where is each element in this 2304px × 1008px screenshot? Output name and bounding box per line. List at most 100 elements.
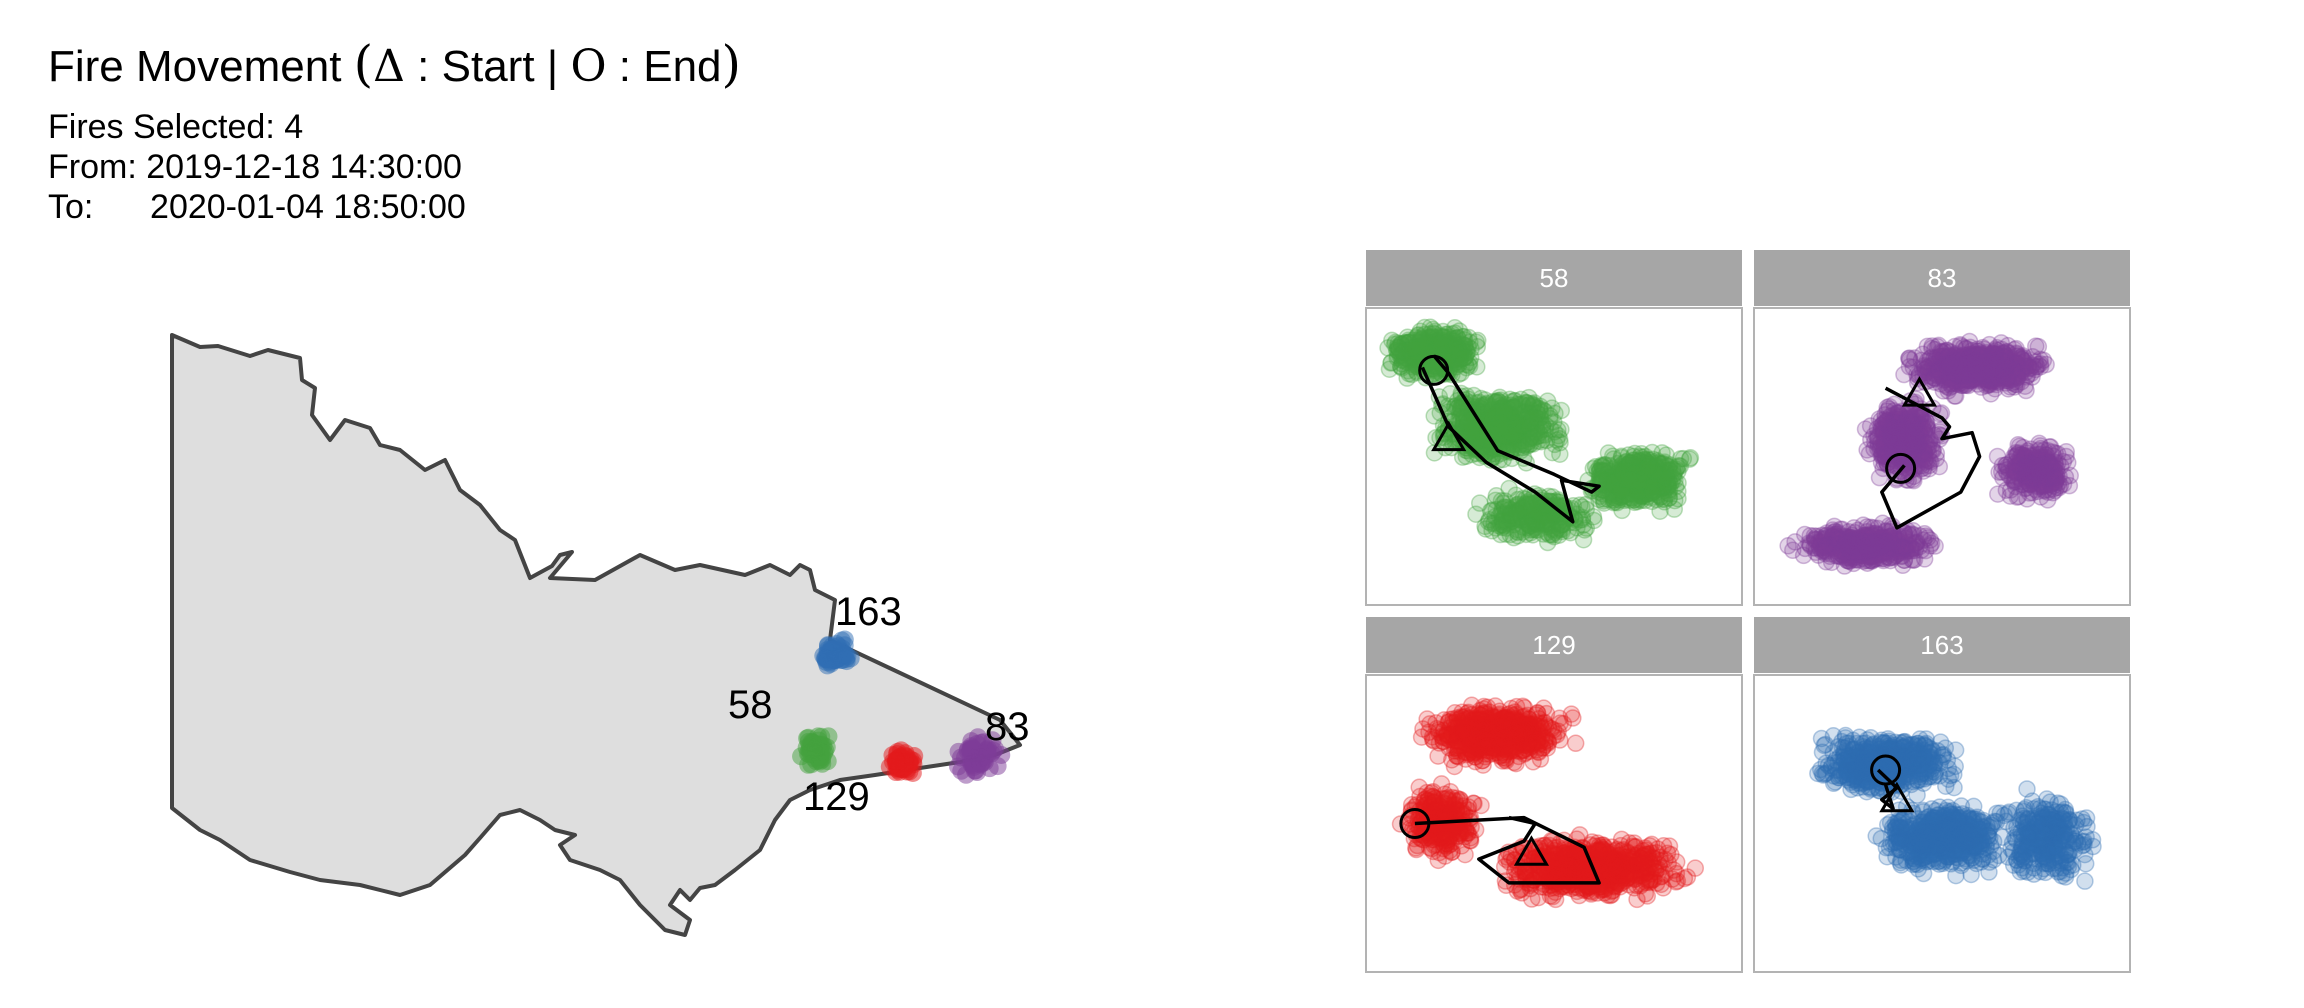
facet-point bbox=[1453, 327, 1472, 346]
facet-point bbox=[1519, 423, 1538, 442]
fires-selected-label: Fires Selected: bbox=[48, 108, 275, 146]
facet-point bbox=[1445, 397, 1464, 416]
facet-point bbox=[1443, 345, 1462, 363]
facet-point bbox=[1534, 420, 1552, 439]
facet-point bbox=[1393, 351, 1411, 369]
facet-point bbox=[1521, 417, 1540, 436]
facet-point bbox=[1416, 334, 1435, 352]
facet-panel-129: 129 bbox=[1365, 617, 1743, 973]
facet-point bbox=[1410, 342, 1429, 360]
facet-point bbox=[1467, 427, 1486, 446]
facet-point bbox=[1431, 331, 1449, 349]
facet-point bbox=[1517, 394, 1536, 412]
facet-point bbox=[1502, 421, 1521, 440]
facet-point bbox=[1503, 411, 1521, 429]
facet-point bbox=[1513, 431, 1531, 450]
facet-point bbox=[1521, 428, 1540, 447]
facet-point bbox=[1404, 342, 1423, 360]
facet-point bbox=[1407, 341, 1426, 359]
facet-point bbox=[1440, 338, 1458, 356]
facet-point bbox=[1536, 426, 1554, 444]
facet-point bbox=[1475, 438, 1493, 456]
facet-point bbox=[1446, 346, 1464, 364]
facet-point bbox=[1538, 392, 1557, 410]
facet-point bbox=[1382, 354, 1400, 372]
facet-point bbox=[1541, 420, 1560, 438]
map-fire-clusters bbox=[792, 630, 1011, 784]
facet-point bbox=[1405, 341, 1424, 360]
facet-point bbox=[1501, 405, 1520, 424]
facet-point bbox=[1512, 421, 1530, 440]
facet-point bbox=[1501, 390, 1519, 409]
facet-point bbox=[1388, 341, 1407, 360]
facet-point bbox=[1492, 399, 1510, 418]
facet-point bbox=[1490, 412, 1508, 430]
facet-point bbox=[1537, 431, 1556, 450]
facet-point bbox=[1484, 417, 1503, 436]
facet-point bbox=[1486, 407, 1504, 425]
facet-point bbox=[1396, 348, 1414, 367]
chart-header: Fire Movement (Δ : Start | O : End) Fire… bbox=[48, 34, 741, 227]
facet-point bbox=[1492, 412, 1510, 430]
facet-point bbox=[1449, 398, 1468, 417]
facet-point bbox=[1486, 408, 1505, 426]
facet-point bbox=[1438, 336, 1456, 355]
facet-point bbox=[1457, 447, 1475, 466]
facet-point bbox=[1411, 331, 1430, 350]
facet-point bbox=[1490, 423, 1508, 442]
facet-point bbox=[1427, 364, 1445, 382]
facet-point bbox=[1494, 420, 1512, 438]
facet-point bbox=[1457, 415, 1476, 433]
facet-point bbox=[1502, 393, 1521, 411]
facet-point bbox=[1427, 362, 1445, 380]
facet-point bbox=[1409, 326, 1427, 345]
facet-point bbox=[1486, 407, 1504, 425]
facet-point bbox=[1477, 439, 1495, 458]
facet-point bbox=[1408, 341, 1426, 359]
facet-point bbox=[1523, 409, 1542, 427]
facet-point bbox=[1447, 350, 1465, 369]
facet-point bbox=[1528, 422, 1546, 441]
facet-point bbox=[1393, 359, 1411, 377]
facet-point bbox=[1507, 415, 1525, 433]
facet-point bbox=[1454, 349, 1473, 367]
title-separator: | bbox=[546, 42, 559, 91]
facet-point bbox=[1476, 395, 1495, 414]
facet-point bbox=[1505, 428, 1523, 446]
facet-point bbox=[1488, 391, 1507, 410]
facet-point bbox=[1400, 342, 1418, 360]
facet-point bbox=[1501, 425, 1519, 444]
facet-point bbox=[1865, 544, 1884, 563]
facet-point bbox=[1417, 335, 1435, 353]
facet-point bbox=[1476, 391, 1494, 409]
title-end-label: End bbox=[643, 42, 722, 91]
facet-point bbox=[1497, 425, 1516, 444]
facet-point bbox=[1525, 413, 1543, 431]
facet-point bbox=[1503, 398, 1521, 417]
facet-point bbox=[1459, 328, 1478, 347]
facet-point bbox=[1424, 360, 1443, 378]
facet-point bbox=[1522, 404, 1540, 422]
facet-point bbox=[1451, 350, 1469, 369]
facet-point bbox=[1998, 464, 2017, 483]
facet-point bbox=[1530, 399, 1549, 418]
facet-point bbox=[1454, 345, 1472, 364]
facet-point bbox=[1478, 405, 1496, 424]
facet-point bbox=[1489, 412, 1508, 430]
facet-point bbox=[1419, 335, 1438, 353]
facet-point bbox=[1425, 325, 1444, 343]
facet-point bbox=[1534, 401, 1553, 420]
facet-point bbox=[1446, 318, 1464, 337]
facet-point bbox=[1436, 325, 1455, 344]
facet-point bbox=[1444, 332, 1463, 350]
facet-point bbox=[1467, 440, 1486, 458]
to-value: 2020-01-04 18:50:00 bbox=[150, 188, 466, 226]
facet-point bbox=[1445, 335, 1464, 354]
facet-point bbox=[1530, 424, 1549, 442]
facet-point bbox=[1483, 400, 1501, 418]
facet-point bbox=[1514, 396, 1532, 414]
facet-point bbox=[1392, 334, 1410, 353]
facet-point bbox=[1488, 403, 1507, 421]
facet-point bbox=[1468, 432, 1486, 451]
facet-point bbox=[1400, 334, 1418, 352]
